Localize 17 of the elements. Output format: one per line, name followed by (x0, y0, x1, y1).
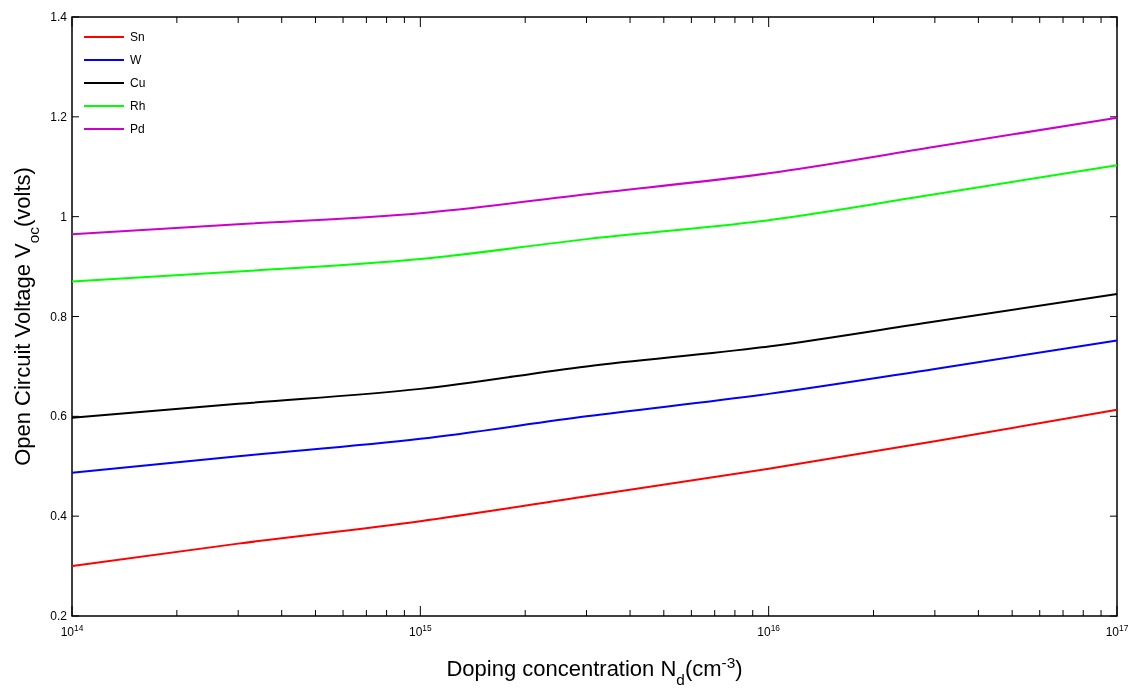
y-tick-label: 1 (60, 209, 68, 224)
legend-label: Sn (130, 30, 145, 44)
y-tick-label: 0.2 (50, 609, 68, 623)
legend-label: Rh (130, 99, 146, 113)
x-tick-label: 10$^{15}$ (408, 623, 433, 639)
x-tick-label: 10$^{14}$ (60, 623, 84, 639)
x-axis-title: Doping concentration N$_{d}$(cm$^{-3}$) (446, 653, 743, 688)
y-tick-label: 0.8 (50, 309, 68, 324)
y-tick-label: 0.4 (50, 509, 68, 524)
y-tick-label: 0.6 (50, 409, 68, 424)
y-tick-label: 1.4 (50, 10, 68, 24)
legend-label: Cu (130, 76, 146, 90)
legend-label: W (130, 53, 142, 67)
y-tick-label: 1.2 (50, 109, 68, 124)
x-tick-label: 10$^{16}$ (757, 623, 781, 639)
x-tick-label: 10$^{17}$ (1105, 623, 1129, 639)
legend-label: Pd (130, 122, 145, 136)
